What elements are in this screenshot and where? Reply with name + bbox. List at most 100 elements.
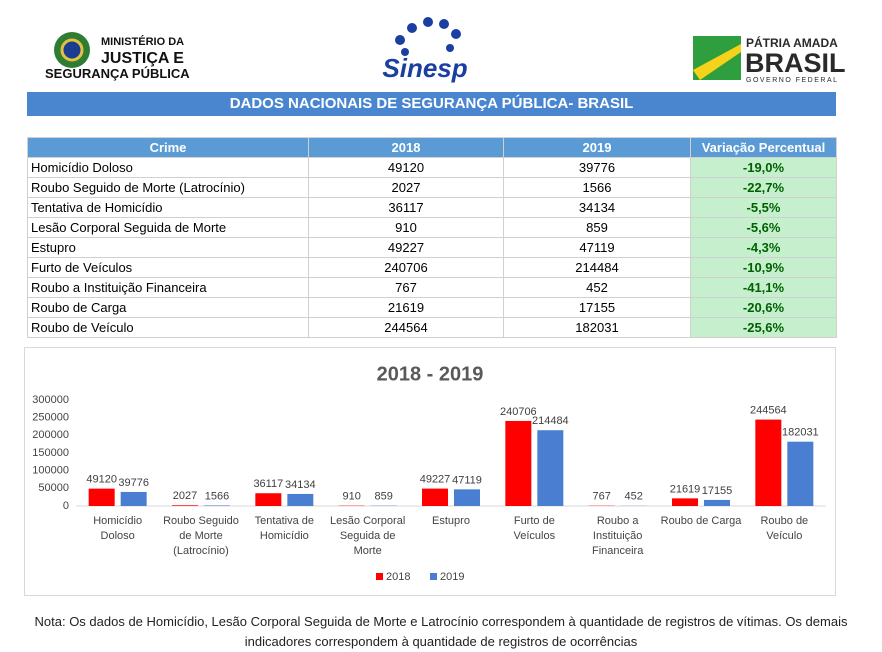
y-tick-label: 250000 <box>32 412 69 424</box>
brand-line: BRASIL <box>745 48 846 78</box>
bar <box>537 430 564 506</box>
bar <box>204 505 230 506</box>
y-tick-label: 150000 <box>32 447 69 459</box>
y-tick-label: 100000 <box>32 465 69 477</box>
table-cell: -10,9% <box>690 257 837 278</box>
table-cell: -19,0% <box>690 157 837 178</box>
data-label: 452 <box>624 491 642 503</box>
data-label: 214484 <box>532 415 569 427</box>
legend-swatch <box>430 573 437 580</box>
table-row: Lesão Corporal Seguida de Morte 910 859 -5,… <box>27 217 837 238</box>
x-tick-label: Homicídio Doloso <box>93 515 143 542</box>
bar <box>787 441 814 506</box>
table-cell: 49227 <box>308 237 504 258</box>
table-cell: Lesão Corporal Seguida de Morte <box>27 217 309 238</box>
table-cell: Estupro <box>27 237 309 258</box>
table-row: Furto de Veículos 240706 214484 -10,9% <box>27 257 837 278</box>
ministry-line: MINISTÉRIO DA <box>101 35 184 48</box>
data-label: 859 <box>374 491 392 503</box>
x-tick-label: Roubo Seguido de Morte (Latrocínio) <box>163 515 239 557</box>
y-tick-label: 300000 <box>32 394 69 406</box>
note: Nota: Os dados de Homicídio, Lesão Corpo… <box>34 614 848 649</box>
brand-line: GOVERNO FEDERAL <box>746 77 839 84</box>
bar <box>287 493 314 506</box>
table-cell: 767 <box>308 277 504 298</box>
bar <box>172 505 198 506</box>
data-label: 21619 <box>670 483 701 495</box>
table-cell: 182031 <box>503 317 691 338</box>
table-cell: 17155 <box>503 297 691 318</box>
table-cell: -4,3% <box>690 237 837 258</box>
x-tick-label: Tentativa de Homicídio <box>254 515 314 542</box>
data-label: 36117 <box>253 478 283 490</box>
data-label: 244564 <box>750 404 787 416</box>
table-row: Roubo a Instituição Financeira 767 452 -41,… <box>27 277 837 298</box>
table-cell: Furto de Veículos <box>27 257 309 278</box>
header: MINISTÉRIO DA JUSTIÇA E SEGURANÇA PÚBLIC… <box>45 17 846 84</box>
data-label: 2027 <box>173 490 197 502</box>
data-table: Crime 2018 2019 Variação Percentual Homicídi… <box>27 137 837 338</box>
table-cell: Roubo a Instituição Financeira <box>27 277 309 298</box>
y-tick-label: 0 <box>63 500 69 512</box>
page-title: DADOS NACIONAIS DE SEGURANÇA PÚBLICA- BR… <box>27 92 836 116</box>
bar <box>454 489 480 506</box>
table-cell: -41,1% <box>690 277 837 298</box>
data-label: 767 <box>592 491 610 503</box>
x-tick-label: Furto de Veículos <box>513 515 556 542</box>
table-cell: 244564 <box>308 317 504 338</box>
chart: 2018 - 2019 0 50000 100000 150000 200000 2500… <box>32 363 826 583</box>
table-row: Estupro 49227 47119 -4,3% <box>27 237 837 258</box>
data-label: 17155 <box>702 485 733 497</box>
table-cell: 910 <box>308 217 504 238</box>
legend-label: 2018 <box>386 571 410 583</box>
table-cell: Roubo de Veículo <box>27 317 309 338</box>
table-cell: 39776 <box>503 157 691 178</box>
table-cell: 214484 <box>503 257 691 278</box>
table-cell: 36117 <box>308 197 504 218</box>
ministry-line: SEGURANÇA PÚBLICA <box>45 66 190 81</box>
data-label: 47119 <box>452 474 482 486</box>
column-header: Crime <box>27 137 309 158</box>
table-row: Homicídio Doloso 49120 39776 -19,0% <box>27 157 837 178</box>
column-header: 2018 <box>308 137 504 158</box>
ministry-line: JUSTIÇA E <box>101 50 184 67</box>
table-cell: -5,6% <box>690 217 837 238</box>
table-cell: 34134 <box>503 197 691 218</box>
table-cell: 240706 <box>308 257 504 278</box>
legend-label: 2019 <box>440 571 464 583</box>
table-cell: 21619 <box>308 297 504 318</box>
data-label: 182031 <box>782 427 819 439</box>
table-row: Roubo de Veículo 244564 182031 -25,6% <box>27 317 837 338</box>
header-row: Crime 2018 2019 Variação Percentual <box>27 137 837 158</box>
table-cell: Roubo Seguido de Morte (Latrocínio) <box>27 177 309 198</box>
data-label: 49120 <box>86 474 117 486</box>
table-cell: -20,6% <box>690 297 837 318</box>
x-tick-label: Roubo a Instituição Financeira <box>591 515 644 557</box>
brand-line: PÁTRIA AMADA <box>746 35 838 50</box>
bar <box>505 420 532 506</box>
table-cell: 2027 <box>308 177 504 198</box>
column-header: Variação Percentual <box>690 137 837 158</box>
x-tick-label: Estupro <box>432 515 470 527</box>
y-tick-label: 50000 <box>38 482 69 494</box>
table-cell: -22,7% <box>690 177 837 198</box>
column-header: 2019 <box>503 137 691 158</box>
sinesp-logo: Sinesp <box>382 53 467 83</box>
bar <box>755 419 782 506</box>
bar <box>255 493 282 506</box>
data-label: 1566 <box>205 490 229 502</box>
table-row: Tentativa de Homicídio 36117 34134 -5,5% <box>27 197 837 218</box>
table-cell: 859 <box>503 217 691 238</box>
data-label: 910 <box>342 491 360 503</box>
data-label: 49227 <box>420 474 451 486</box>
chart-container: 2018 - 2019 0 50000 100000 150000 200000 2500… <box>24 347 836 596</box>
chart-title: 2018 - 2019 <box>377 363 484 385</box>
bar <box>672 498 698 506</box>
table-cell: 49120 <box>308 157 504 178</box>
table-cell: -25,6% <box>690 317 837 338</box>
table-cell: Homicídio Doloso <box>27 157 309 178</box>
table-cell: Roubo de Carga <box>27 297 309 318</box>
data-label: 240706 <box>500 406 537 418</box>
coat-of-arms-center <box>60 38 84 62</box>
